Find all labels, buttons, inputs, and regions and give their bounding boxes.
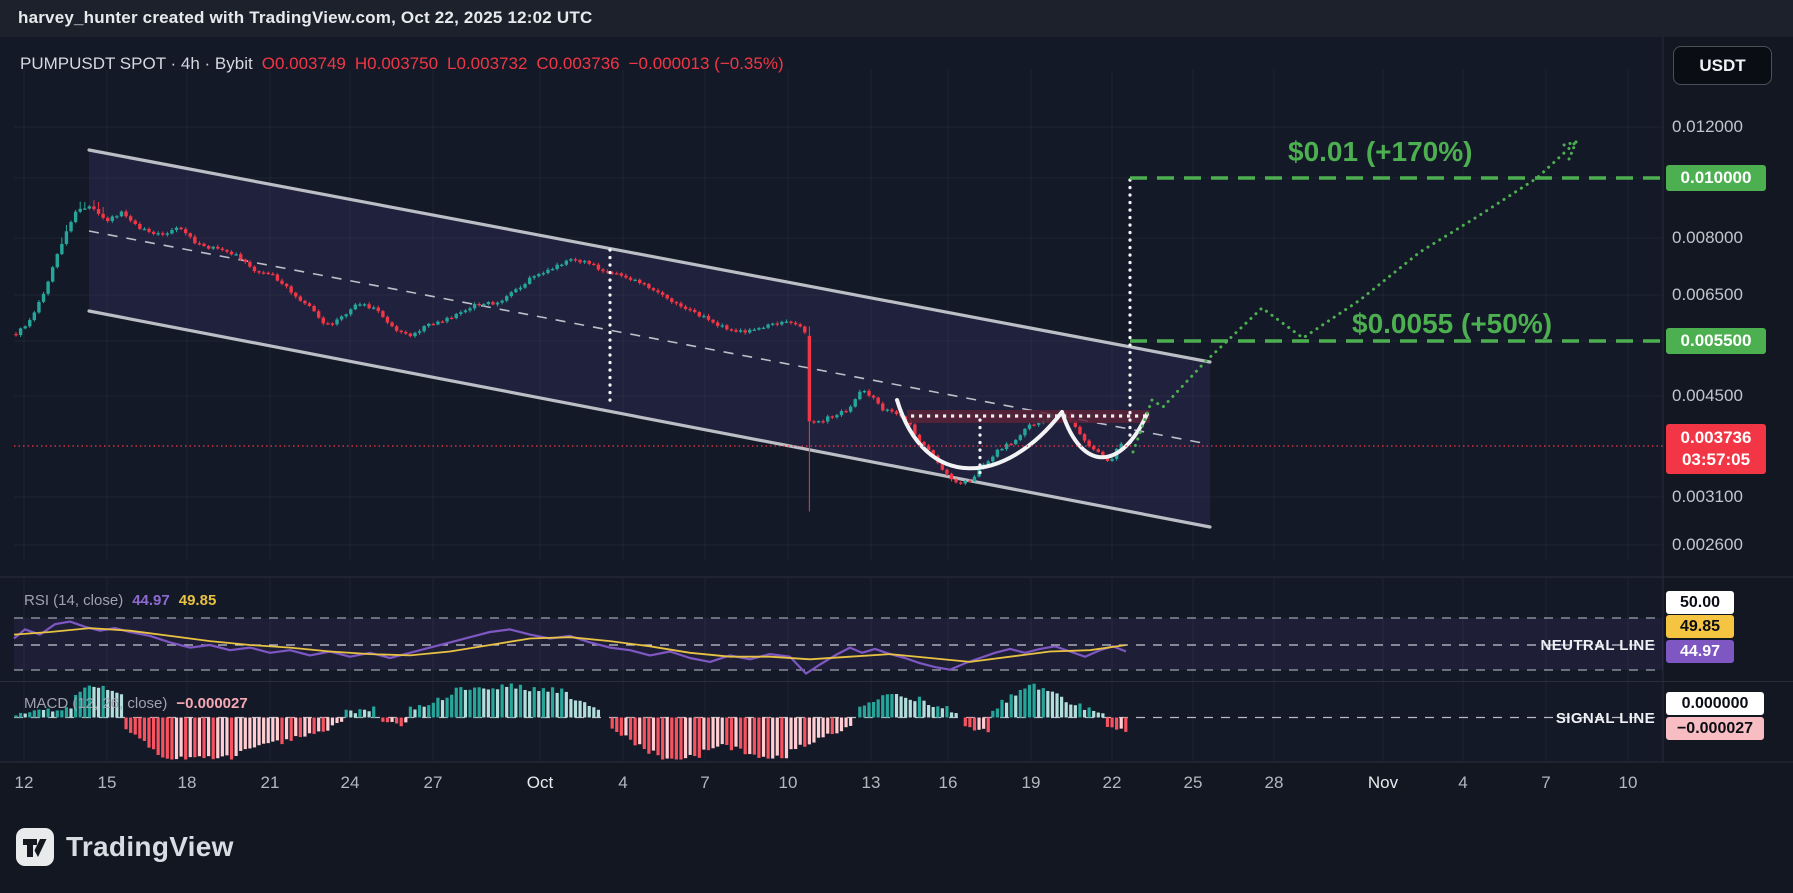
time-tick-label: 19: [1021, 773, 1041, 792]
symbol-legend: PUMPUSDT SPOT · 4h · Bybit O0.003749 H0.…: [20, 54, 784, 74]
macd-zero-badge: 0.000000: [1666, 692, 1764, 715]
macd-value: −0.000027: [176, 695, 248, 712]
time-tick-label: 15: [97, 773, 117, 792]
last-price-value: 0.003736: [1680, 428, 1752, 447]
bar-countdown: 03:57:05: [1681, 450, 1751, 469]
neutral-line-label: NEUTRAL LINE: [1540, 637, 1655, 654]
attribution-bar: harvey_hunter created with TradingView.c…: [0, 0, 1793, 37]
macd-legend: MACD (12, 26, close) −0.000027: [24, 695, 248, 712]
time-tick-label: 10: [1618, 773, 1638, 792]
time-tick-label: 27: [423, 773, 443, 792]
time-axis[interactable]: [0, 762, 1663, 802]
last-price-badge: 0.003736 03:57:05: [1666, 424, 1766, 474]
time-tick-label: 21: [260, 773, 280, 792]
rsi-label: RSI (14, close): [24, 592, 124, 609]
time-tick-label: 12: [14, 773, 34, 792]
rsi-value: 44.97: [132, 592, 170, 609]
time-tick-label: 22: [1102, 773, 1122, 792]
price-tick-label: 0.008000: [1672, 228, 1743, 247]
time-tick-label: Oct: [526, 773, 554, 792]
ohlc-low: L0.003732: [447, 54, 528, 73]
time-tick-label: 24: [340, 773, 360, 792]
target-low-price-badge: 0.005500: [1666, 328, 1766, 354]
macd-value-badge: −0.000027: [1666, 717, 1764, 740]
price-tick-label: 0.006500: [1672, 285, 1743, 304]
time-tick-label: 7: [700, 773, 710, 792]
ohlc-close: C0.003736: [536, 54, 620, 73]
currency-toggle-label: USDT: [1699, 55, 1746, 75]
ohlc-change: −0.000013 (−0.35%): [628, 54, 784, 73]
rsi-neutral-badge: 50.00: [1666, 591, 1734, 614]
time-tick-label: 4: [618, 773, 628, 792]
ohlc-high: H0.003750: [354, 54, 439, 73]
tradingview-brand[interactable]: TradingView: [16, 828, 234, 866]
rsi-ma-badge: 49.85: [1666, 615, 1734, 638]
symbol-title: PUMPUSDT SPOT · 4h · Bybit: [20, 54, 253, 73]
currency-toggle-button[interactable]: USDT: [1673, 46, 1772, 85]
target-low-label: $0.0055 (+50%): [1352, 308, 1553, 339]
rsi-value-badge: 44.97: [1666, 640, 1734, 663]
time-tick-label: 13: [861, 773, 881, 792]
price-tick-label: 0.004500: [1672, 386, 1743, 405]
price-tick-label: 0.002600: [1672, 535, 1743, 554]
tradingview-logo-icon: [16, 828, 54, 866]
time-tick-label: 25: [1183, 773, 1203, 792]
macd-label: MACD (12, 26, close): [24, 695, 168, 712]
chart-canvas[interactable]: [0, 37, 1793, 893]
time-tick-label: 7: [1541, 773, 1551, 792]
ohlc-open: O0.003749: [261, 54, 346, 73]
target-high-price-badge: 0.010000: [1666, 165, 1766, 191]
price-tick-label: 0.012000: [1672, 117, 1743, 136]
time-tick-label: 4: [1458, 773, 1468, 792]
attribution-text: harvey_hunter created with TradingView.c…: [18, 8, 593, 27]
time-tick-label: 28: [1264, 773, 1284, 792]
rsi-legend: RSI (14, close) 44.97 49.85: [24, 592, 216, 609]
tradingview-brand-text: TradingView: [66, 831, 234, 862]
time-tick-label: 18: [177, 773, 197, 792]
signal-line-label: SIGNAL LINE: [1555, 710, 1655, 727]
time-tick-label: 10: [778, 773, 798, 792]
time-tick-label: 16: [938, 773, 958, 792]
rsi-ma-value: 49.85: [178, 592, 217, 609]
target-high-label: $0.01 (+170%): [1288, 136, 1473, 167]
time-tick-label: Nov: [1367, 773, 1399, 792]
price-tick-label: 0.003100: [1672, 487, 1743, 506]
